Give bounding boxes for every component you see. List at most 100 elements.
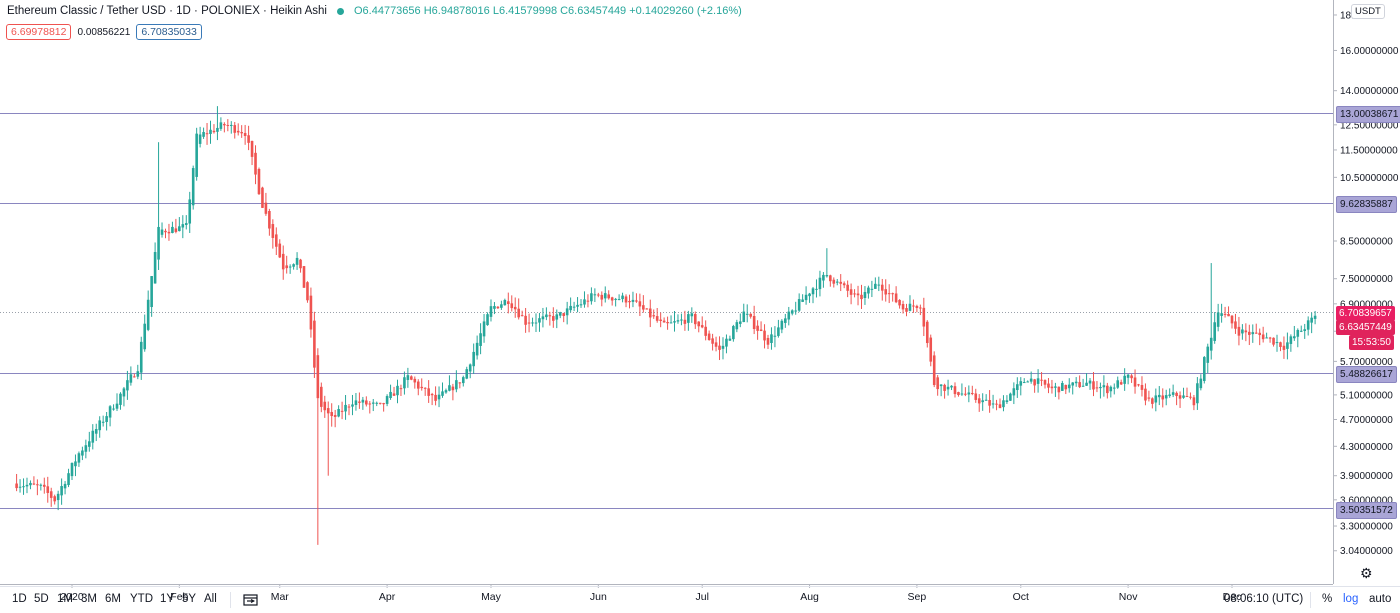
candle-body xyxy=(1050,386,1054,389)
timeframe-ytd[interactable]: YTD xyxy=(130,593,153,605)
candle-body xyxy=(274,234,278,247)
candle-body xyxy=(420,386,424,389)
candle-body xyxy=(884,289,888,295)
candle-body xyxy=(950,385,953,388)
timeframe-6m[interactable]: 6M xyxy=(105,593,121,605)
candle-body xyxy=(191,168,195,206)
candle-body xyxy=(1061,383,1064,391)
y-tick-label: 6.90000000 xyxy=(1340,299,1393,310)
candle-body xyxy=(42,484,46,487)
candle-body xyxy=(1147,397,1151,399)
timeframe-1y[interactable]: 1Y xyxy=(160,593,175,605)
candle-body xyxy=(316,355,320,399)
candle-body xyxy=(1254,332,1258,334)
x-tick-label: Feb xyxy=(170,591,188,603)
candle-body xyxy=(915,305,919,309)
y-tick-label: 4.70000000 xyxy=(1340,415,1393,426)
hline-label-2: 9.62835887 xyxy=(1336,196,1397,213)
candle-body xyxy=(842,283,846,286)
candle-body xyxy=(209,129,212,134)
settings-gear-icon[interactable]: ⚙ xyxy=(1360,565,1373,581)
candle-body xyxy=(977,398,981,404)
timeframe-1m[interactable]: 1M xyxy=(57,593,73,605)
candle-body xyxy=(1175,392,1178,397)
candle-body xyxy=(84,445,88,452)
candle-body xyxy=(1171,392,1175,395)
candle-body xyxy=(1047,383,1050,388)
candle-body xyxy=(804,294,808,301)
candle-body xyxy=(1019,381,1023,386)
candle-body xyxy=(1095,387,1099,389)
candle-body xyxy=(1272,337,1275,345)
candle-body xyxy=(368,403,372,405)
candle-body xyxy=(960,393,964,395)
log-scale-toggle[interactable]: log xyxy=(1343,593,1359,605)
date-range-icon[interactable] xyxy=(243,593,258,607)
buy-price-button[interactable]: 6.70835033 xyxy=(136,24,202,40)
timeframe-3m[interactable]: 3M xyxy=(81,593,97,605)
candle-body xyxy=(711,338,714,344)
y-tick-label: 3.90000000 xyxy=(1340,471,1393,482)
candle-body xyxy=(1022,382,1026,384)
x-tick-label: Aug xyxy=(800,591,819,603)
candle-body xyxy=(590,293,593,302)
candle-body xyxy=(513,306,517,310)
candle-body xyxy=(115,403,119,409)
candle-body xyxy=(1178,395,1182,399)
candle-body xyxy=(1112,387,1116,389)
candle-body xyxy=(603,293,607,299)
candle-body xyxy=(929,337,933,362)
candle-body xyxy=(389,391,392,398)
candle-body xyxy=(98,420,102,431)
utc-clock[interactable]: 08:06:10 (UTC) xyxy=(1224,593,1304,605)
candle-body xyxy=(25,484,29,487)
candle-body xyxy=(610,297,614,301)
x-tick-label: 2020 xyxy=(60,591,84,603)
candle-body xyxy=(1244,330,1248,333)
candle-body xyxy=(437,394,441,400)
close-price-label: 6.63457449 xyxy=(1336,320,1395,335)
candle-body xyxy=(416,381,420,389)
x-tick-label: Oct xyxy=(1013,591,1029,603)
candle-body xyxy=(306,282,309,301)
candle-body xyxy=(728,338,732,341)
auto-scale-toggle[interactable]: auto xyxy=(1369,593,1392,605)
candle-body xyxy=(1005,400,1009,403)
currency-button[interactable]: USDT xyxy=(1351,4,1385,19)
candle-body xyxy=(63,483,67,489)
sell-price-button[interactable]: 6.69978812 xyxy=(6,24,72,40)
candle-body xyxy=(236,130,240,133)
candle-body xyxy=(870,288,874,290)
candle-body xyxy=(638,301,642,307)
candle-body xyxy=(340,410,344,412)
percent-scale-toggle[interactable]: % xyxy=(1322,593,1333,605)
candle-body xyxy=(680,319,683,321)
candle-body xyxy=(36,484,39,486)
candle-body xyxy=(1289,336,1293,344)
candle-body xyxy=(586,300,590,302)
timeframe-5d[interactable]: 5D xyxy=(34,593,49,605)
candle-body xyxy=(1265,337,1268,339)
candle-body xyxy=(247,135,250,143)
candle-body xyxy=(1202,357,1206,381)
timeframe-5y[interactable]: 5Y xyxy=(182,593,197,605)
timeframe-1d[interactable]: 1D xyxy=(12,593,27,605)
candle-body xyxy=(1002,400,1005,408)
timeframe-all[interactable]: All xyxy=(204,593,217,605)
candle-body xyxy=(413,378,417,383)
symbol-title[interactable]: Ethereum Classic / Tether USD · 1D · POL… xyxy=(7,5,327,17)
candle-body xyxy=(1123,375,1126,384)
candle-body xyxy=(1185,396,1189,398)
candle-body xyxy=(1206,346,1210,363)
candle-body xyxy=(825,275,829,277)
candle-body xyxy=(697,321,701,327)
candle-body xyxy=(846,284,849,291)
candle-body xyxy=(15,483,18,489)
candle-body xyxy=(461,377,465,384)
candle-body xyxy=(576,304,579,307)
candle-body xyxy=(1268,337,1272,339)
candle-body xyxy=(261,187,264,208)
candle-body xyxy=(766,337,770,345)
candle-body xyxy=(347,406,351,408)
